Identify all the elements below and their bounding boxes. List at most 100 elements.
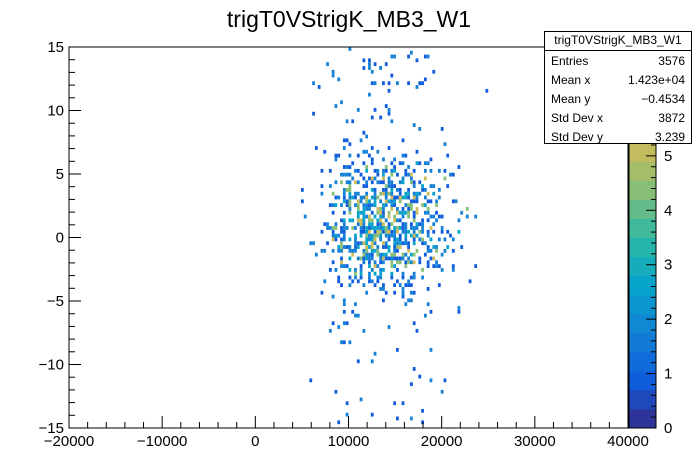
heatmap-cell bbox=[401, 241, 405, 246]
heatmap-cell bbox=[421, 241, 424, 246]
heatmap-cell bbox=[393, 252, 397, 257]
heatmap-cell bbox=[351, 195, 355, 200]
heatmap-cell bbox=[345, 264, 349, 268]
heatmap-cell bbox=[449, 172, 452, 177]
heatmap-cell bbox=[429, 226, 433, 230]
heatmap-cell bbox=[359, 256, 363, 261]
heatmap-cell bbox=[409, 172, 413, 177]
heatmap-cell bbox=[401, 222, 405, 227]
heatmap-cell bbox=[465, 207, 469, 211]
heatmap-cell bbox=[418, 256, 422, 261]
heatmap-cell bbox=[345, 203, 349, 208]
heatmap-cell bbox=[404, 229, 408, 234]
heatmap-cell bbox=[348, 180, 352, 185]
heatmap-cell bbox=[384, 203, 388, 208]
heatmap-cell bbox=[457, 218, 461, 223]
heatmap-cell bbox=[359, 397, 363, 402]
heatmap-cell bbox=[382, 256, 385, 261]
stats-mean-x-value: 1.423e+04 bbox=[627, 72, 685, 87]
heatmap-cell bbox=[407, 214, 410, 219]
heatmap-cell bbox=[356, 153, 360, 158]
heatmap-cell bbox=[342, 187, 346, 192]
heatmap-cell bbox=[432, 69, 436, 74]
heatmap-cell bbox=[379, 275, 383, 280]
heatmap-cell bbox=[435, 203, 438, 208]
heatmap-cell bbox=[348, 218, 352, 223]
heatmap-cell bbox=[423, 313, 427, 318]
heatmap-cell bbox=[379, 260, 383, 265]
heatmap-cell bbox=[373, 191, 377, 196]
heatmap-cell bbox=[390, 222, 394, 227]
heatmap-cell bbox=[396, 256, 399, 261]
color-scale-band bbox=[629, 313, 656, 334]
heatmap-cell bbox=[382, 287, 385, 291]
heatmap-cell bbox=[440, 267, 444, 272]
heatmap-cell bbox=[376, 275, 380, 280]
heatmap-cell bbox=[398, 180, 402, 185]
heatmap-cell bbox=[351, 161, 355, 166]
z-tick-label: 4 bbox=[664, 202, 672, 219]
heatmap-cell bbox=[379, 226, 383, 230]
heatmap-cell bbox=[359, 275, 363, 280]
heatmap-cell bbox=[393, 229, 397, 234]
heatmap-cell bbox=[390, 191, 394, 196]
heatmap-cell bbox=[342, 165, 346, 169]
heatmap-cell bbox=[432, 245, 436, 249]
heatmap-cell bbox=[382, 260, 385, 265]
heatmap-cell bbox=[362, 222, 366, 227]
heatmap-cell bbox=[384, 195, 388, 200]
heatmap-cell bbox=[326, 226, 329, 230]
heatmap-cell bbox=[390, 260, 394, 265]
heatmap-cell bbox=[382, 203, 385, 208]
heatmap-cell bbox=[356, 207, 360, 211]
heatmap-cell bbox=[384, 191, 388, 196]
heatmap-cell bbox=[449, 233, 452, 238]
heatmap-cell bbox=[368, 153, 371, 158]
heatmap-cell bbox=[387, 229, 391, 234]
heatmap-cell bbox=[365, 168, 369, 173]
heatmap-cell bbox=[331, 248, 335, 253]
heatmap-cell bbox=[345, 412, 349, 417]
heatmap-cell bbox=[362, 226, 366, 230]
heatmap-cell bbox=[435, 248, 438, 253]
heatmap-cell bbox=[387, 245, 391, 249]
heatmap-cell bbox=[354, 233, 357, 238]
heatmap-cell bbox=[412, 252, 416, 257]
heatmap-cell bbox=[457, 229, 461, 234]
color-scale-band bbox=[629, 199, 656, 219]
heatmap-cell bbox=[337, 275, 341, 280]
heatmap-cell bbox=[426, 264, 430, 268]
heatmap-cell bbox=[348, 267, 352, 272]
heatmap-cell bbox=[429, 347, 433, 352]
heatmap-cell bbox=[348, 47, 352, 51]
heatmap-cell bbox=[370, 157, 374, 162]
heatmap-cell bbox=[404, 302, 408, 307]
heatmap-cell bbox=[415, 233, 419, 238]
heatmap-cell bbox=[348, 199, 352, 204]
heatmap-cell bbox=[401, 252, 405, 257]
heatmap-cell bbox=[396, 207, 399, 211]
heatmap-cell bbox=[474, 214, 478, 219]
heatmap-cell bbox=[345, 199, 349, 204]
heatmap-cell bbox=[443, 248, 447, 253]
heatmap-cell bbox=[368, 203, 371, 208]
heatmap-cell bbox=[407, 195, 410, 200]
heatmap-cell bbox=[398, 233, 402, 238]
heatmap-cell bbox=[387, 176, 391, 181]
heatmap-cell bbox=[401, 226, 405, 230]
heatmap-cell bbox=[387, 222, 391, 227]
stats-mean-y-value: −0.4534 bbox=[641, 91, 685, 106]
heatmap-cell bbox=[365, 184, 369, 188]
heatmap-cell bbox=[412, 241, 416, 246]
heatmap-cell bbox=[432, 222, 436, 227]
heatmap-cell bbox=[429, 199, 433, 204]
heatmap-cell bbox=[376, 245, 380, 249]
heatmap-cell bbox=[409, 199, 413, 204]
heatmap-cell bbox=[373, 283, 377, 288]
heatmap-cell bbox=[415, 58, 419, 63]
heatmap-cell bbox=[443, 176, 447, 181]
heatmap-cell bbox=[404, 226, 408, 230]
heatmap-cell bbox=[345, 172, 349, 177]
heatmap-cell bbox=[354, 237, 357, 242]
heatmap-cell bbox=[396, 347, 399, 352]
